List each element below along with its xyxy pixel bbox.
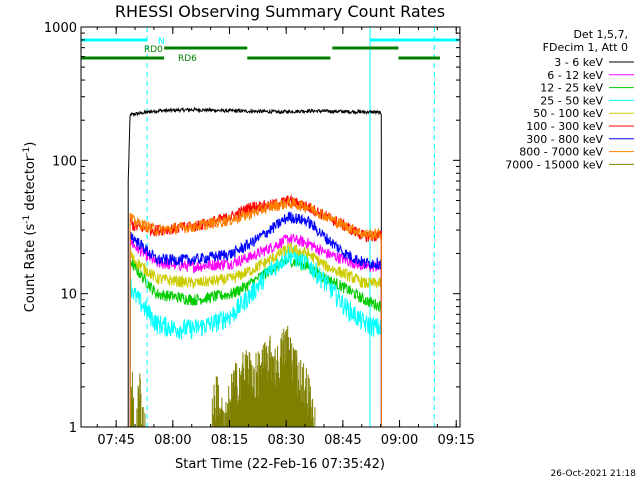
status-annotation: RD0 — [144, 45, 163, 55]
series-line — [129, 197, 382, 428]
series-line — [129, 242, 382, 428]
x-axis-label: Start Time (22-Feb-16 07:35:42) — [175, 457, 385, 472]
x-tick-label: 08:00 — [154, 433, 191, 448]
legend-label: 100 - 300 keV — [526, 120, 603, 133]
x-tick-label: 09:00 — [381, 433, 418, 448]
series-line — [129, 255, 382, 428]
legend-label: 3 - 6 keV — [554, 56, 603, 69]
x-tick-label: 07:45 — [97, 433, 134, 448]
footer-timestamp: 26-Oct-2021 21:18 — [551, 469, 637, 479]
x-tick-label: 08:30 — [267, 433, 304, 448]
y-axis-label-part: ) — [23, 142, 38, 147]
axes: 1 10 100 1000 07:45 08:00 08:15 08:30 08:45 09:00… — [44, 21, 475, 448]
legend-label: 6 - 12 keV — [547, 69, 603, 82]
y-tick-label: 100 — [52, 154, 77, 169]
y-tick-label: 1 — [69, 421, 77, 436]
x-tick-label: 08:15 — [211, 433, 248, 448]
x-tick-label: 09:15 — [437, 433, 474, 448]
y-tick-label: 10 — [60, 288, 77, 303]
series-line — [129, 211, 382, 428]
y-axis-label-part: -1 — [22, 147, 32, 156]
y-axis-label-part: Count Rate (s — [23, 224, 38, 313]
series-line — [130, 325, 316, 427]
legend-label: 12 - 25 keV — [540, 82, 603, 95]
x-tick-label: 08:45 — [324, 433, 361, 448]
legend-label: 50 - 100 keV — [533, 107, 603, 120]
chart-title: RHESSI Observing Summary Count Rates — [115, 2, 445, 21]
y-tick-label: 1000 — [44, 21, 77, 36]
legend-label: 25 - 50 keV — [540, 94, 603, 107]
status-annotation: N — [158, 37, 165, 47]
legend-label: 800 - 7000 keV — [519, 146, 603, 159]
series-line — [127, 106, 382, 428]
plot-frame — [80, 26, 461, 428]
series-line — [129, 246, 382, 428]
legend-label: 7000 - 15000 keV — [505, 158, 603, 171]
legend-header: Det 1,5,7, — [573, 28, 628, 41]
y-axis-label-part: -1 — [22, 215, 32, 224]
y-axis-label-part: detector — [23, 155, 38, 215]
y-axis-label: Count Rate (s-1 detector-1) — [22, 142, 38, 313]
legend-header: FDecim 1, Att 0 — [543, 41, 628, 54]
status-annotation: RD6 — [178, 54, 197, 64]
legend-label: 300 - 800 keV — [526, 133, 603, 146]
